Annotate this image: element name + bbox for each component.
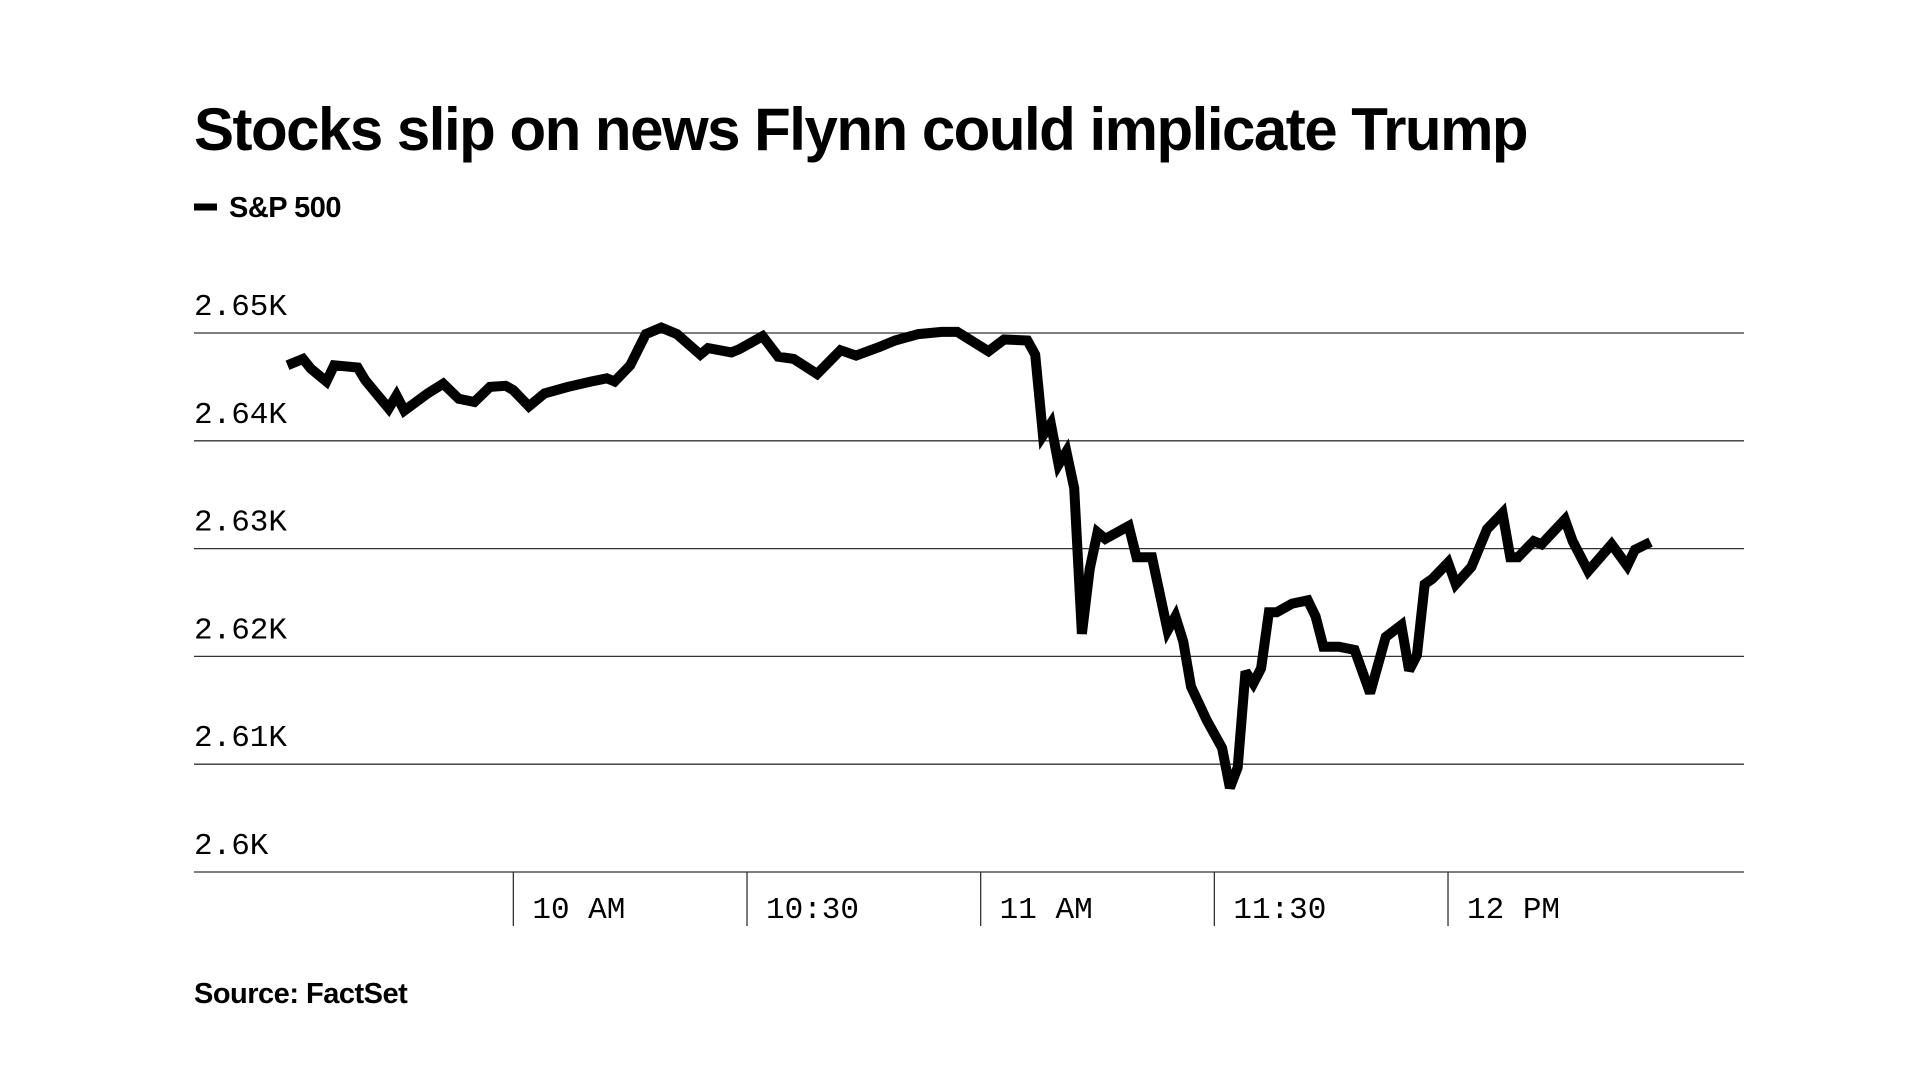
y-tick-label: 2.64K — [194, 398, 287, 433]
y-tick-label: 2.6K — [194, 829, 269, 864]
x-tick-label: 11:30 — [1233, 893, 1326, 928]
x-tick-label: 10:30 — [766, 893, 859, 928]
y-tick-label: 2.63K — [194, 506, 287, 541]
x-tick-label: 12 PM — [1467, 893, 1560, 928]
legend-label: S&P 500 — [229, 192, 341, 224]
chart-title: Stocks slip on news Flynn could implicat… — [194, 96, 1527, 163]
x-tick-label: 11 AM — [1000, 893, 1093, 928]
source: Source: FactSet — [194, 978, 408, 1010]
y-tick-label: 2.65K — [194, 290, 287, 325]
line — [285, 322, 1653, 790]
x-tick-label: 10 AM — [532, 893, 625, 928]
y-tick-label: 2.61K — [194, 721, 287, 756]
y-tick-label: 2.62K — [194, 613, 287, 648]
